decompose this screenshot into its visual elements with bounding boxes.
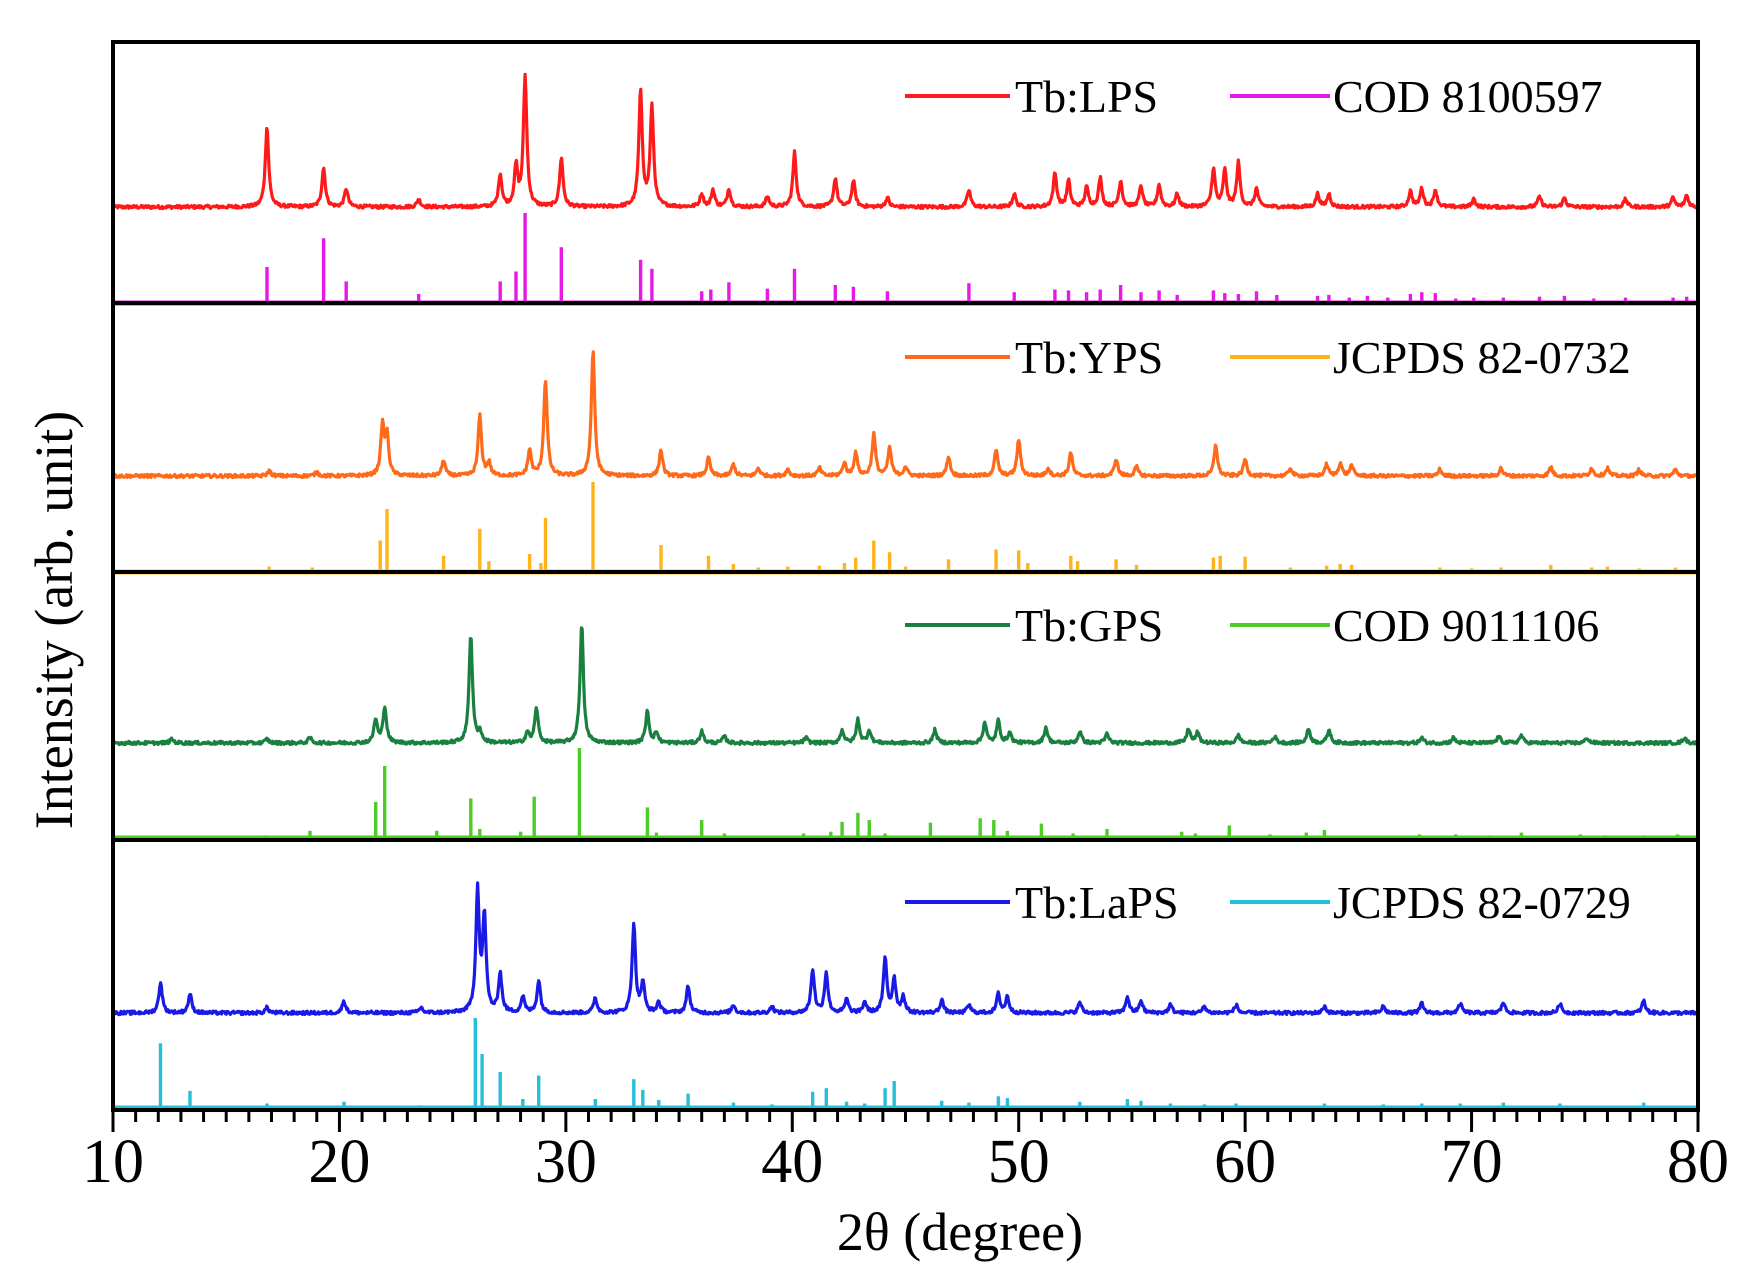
legend-label-reference: COD 9011106 — [1333, 600, 1599, 651]
measured-pattern-4 — [111, 881, 1699, 1017]
legend-label-reference: JCPDS 82-0732 — [1333, 332, 1631, 383]
reference-pattern-2 — [113, 482, 1698, 575]
legend-label-reference: JCPDS 82-0729 — [1333, 877, 1631, 928]
x-tick-label: 10 — [82, 1128, 144, 1196]
legend-label-reference: COD 8100597 — [1333, 71, 1603, 122]
x-tick-label: 60 — [1214, 1128, 1276, 1196]
reference-pattern-4 — [113, 1018, 1698, 1111]
reference-pattern-1 — [113, 213, 1698, 306]
x-tick-label: 50 — [988, 1128, 1050, 1196]
reference-pattern-3 — [113, 748, 1698, 841]
legend-label-measured: Tb:LPS — [1015, 71, 1158, 122]
x-tick-label: 70 — [1441, 1128, 1503, 1196]
x-axis-label: 2θ (degree) — [837, 1202, 1083, 1262]
measured-pattern-2 — [112, 350, 1700, 480]
x-tick-label: 40 — [761, 1128, 823, 1196]
measured-pattern-3 — [111, 626, 1700, 747]
tick-layer: 10 20 30 40 50 60 70 80 — [82, 1110, 1729, 1196]
legend-layer: Tb:LPS COD 8100597 Tb:YPS JCPDS 82-0732 Tb:G… — [905, 71, 1631, 928]
legend-label-measured: Tb:GPS — [1015, 600, 1163, 651]
y-axis-label: Intensity (arb. unit) — [24, 411, 84, 829]
measured-pattern-1 — [111, 72, 1700, 211]
x-tick-label: 30 — [535, 1128, 597, 1196]
x-tick-label: 20 — [308, 1128, 370, 1196]
series-layer — [111, 72, 1700, 1111]
x-tick-label: 80 — [1667, 1128, 1729, 1196]
legend-label-measured: Tb:YPS — [1015, 332, 1163, 383]
legend-label-measured: Tb:LaPS — [1015, 877, 1179, 928]
